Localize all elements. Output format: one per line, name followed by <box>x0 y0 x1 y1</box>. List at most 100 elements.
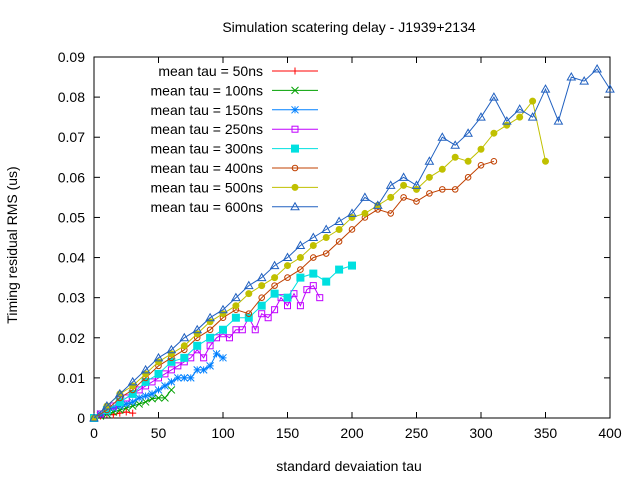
data-point <box>310 254 317 261</box>
data-point <box>321 224 332 233</box>
x-tick-label: 150 <box>276 425 300 441</box>
y-tick-label: 0.05 <box>58 209 85 225</box>
data-point <box>245 290 253 298</box>
x-tick-label: 250 <box>405 425 429 441</box>
data-point <box>605 84 615 93</box>
data-point <box>141 398 150 406</box>
data-point <box>122 400 131 408</box>
series-8 <box>89 64 615 422</box>
data-point <box>167 386 176 394</box>
data-point <box>309 269 318 278</box>
data-point <box>295 240 306 250</box>
data-point <box>400 181 408 189</box>
legend-label: mean tau = 150ns <box>151 102 263 118</box>
data-point <box>490 129 498 137</box>
data-point <box>243 280 254 290</box>
data-point <box>400 194 407 201</box>
data-point <box>387 193 395 201</box>
legend-item: mean tau = 150ns <box>151 102 318 118</box>
data-point <box>426 190 433 197</box>
data-point <box>231 292 241 302</box>
data-point <box>271 282 278 289</box>
data-point <box>348 213 356 221</box>
data-point <box>205 312 215 322</box>
data-point <box>269 260 280 270</box>
data-point <box>256 272 267 282</box>
legend-item: mean tau = 50ns <box>158 63 318 79</box>
data-point <box>264 314 272 322</box>
data-point <box>579 76 590 85</box>
y-tick-label: 0.01 <box>58 370 85 386</box>
x-tick-label: 300 <box>469 425 493 441</box>
data-point <box>167 366 175 374</box>
data-point <box>109 404 118 412</box>
data-point <box>425 173 433 181</box>
data-point <box>348 261 356 270</box>
data-point <box>308 232 319 241</box>
legend-label: mean tau = 300ns <box>151 141 263 157</box>
data-point <box>258 282 266 290</box>
data-point <box>148 390 156 398</box>
data-point <box>135 386 143 394</box>
y-tick-label: 0.03 <box>58 290 85 306</box>
series-3 <box>90 349 227 422</box>
data-point <box>192 324 203 334</box>
data-point <box>193 366 202 374</box>
data-point <box>257 301 266 310</box>
y-tick-label: 0.08 <box>58 89 85 105</box>
data-point <box>206 362 214 370</box>
data-point <box>232 302 240 310</box>
data-point <box>303 286 311 294</box>
legend-label: mean tau = 100ns <box>151 82 263 98</box>
data-point <box>284 274 291 281</box>
data-point <box>251 326 259 334</box>
chart-title: Simulation scatering delay - J1939+2134 <box>222 19 476 35</box>
data-point <box>284 262 291 270</box>
data-point <box>258 294 266 301</box>
legend-label: mean tau = 400ns <box>151 160 263 176</box>
data-point <box>180 342 188 350</box>
data-point <box>322 277 331 286</box>
y-axis-title: Timing residual RMS (us) <box>4 166 20 323</box>
legend: mean tau = 50ns mean tau = 100ns mean tau … <box>151 63 318 215</box>
legend-item: mean tau = 500ns <box>151 179 318 195</box>
data-point <box>135 394 144 402</box>
legend-swatch-marker <box>291 144 299 153</box>
data-point <box>322 234 330 241</box>
data-point <box>129 409 137 417</box>
data-point <box>348 226 356 233</box>
data-point <box>296 254 304 262</box>
data-point <box>411 180 422 189</box>
data-point <box>174 362 182 370</box>
data-point <box>450 140 461 149</box>
data-point <box>284 302 291 310</box>
x-tick-label: 100 <box>211 425 235 441</box>
data-point <box>231 313 240 322</box>
y-tick-label: 0 <box>77 410 85 426</box>
series-6 <box>90 157 498 422</box>
data-point <box>309 242 317 250</box>
legend-swatch-marker <box>291 67 299 75</box>
data-point <box>258 310 266 318</box>
data-point <box>542 157 549 165</box>
data-point <box>437 132 448 141</box>
data-point <box>335 225 343 233</box>
data-point <box>566 72 577 81</box>
data-point <box>166 344 177 354</box>
data-point <box>529 97 537 105</box>
data-point <box>439 186 446 193</box>
legend-label: mean tau = 500ns <box>151 179 263 195</box>
data-point <box>206 333 215 342</box>
data-point <box>322 250 330 257</box>
legend-item: mean tau = 300ns <box>151 141 318 157</box>
data-point <box>464 174 472 181</box>
legend-swatch-marker <box>291 125 299 133</box>
data-point <box>270 289 279 298</box>
axes: 0 50 100 150 200 250 300 350 400 0 0.01 0.02 0.03 0.0… <box>58 49 622 441</box>
data-point <box>180 374 189 382</box>
legend-label: mean tau = 250ns <box>151 121 263 137</box>
series-line <box>93 284 321 419</box>
x-tick-label: 350 <box>534 425 558 441</box>
data-point <box>309 282 317 290</box>
data-point <box>501 116 512 125</box>
